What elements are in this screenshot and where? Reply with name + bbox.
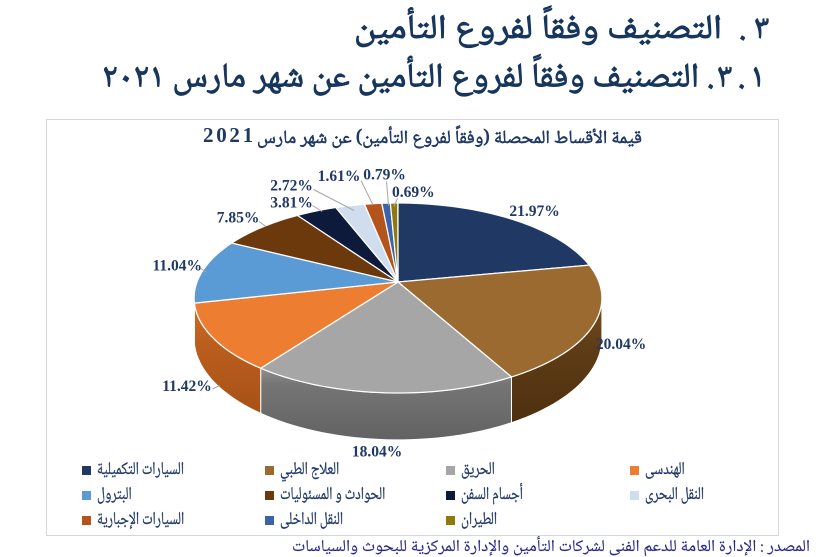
svg-text:20.04%: 20.04% — [596, 336, 646, 353]
svg-text:11.04%: 11.04% — [153, 258, 203, 275]
svg-text:11.42%: 11.42% — [162, 378, 212, 395]
svg-text:18.04%: 18.04% — [352, 444, 402, 461]
svg-text:0.79%: 0.79% — [363, 167, 406, 184]
svg-text:0.69%: 0.69% — [392, 184, 435, 201]
svg-text:7.85%: 7.85% — [217, 210, 260, 227]
svg-text:2.72%: 2.72% — [270, 178, 313, 195]
svg-text:1.61%: 1.61% — [318, 168, 361, 185]
svg-text:21.97%: 21.97% — [509, 203, 559, 220]
svg-text:3.81%: 3.81% — [270, 195, 313, 212]
svg-text:2021: 2021 — [203, 123, 256, 147]
